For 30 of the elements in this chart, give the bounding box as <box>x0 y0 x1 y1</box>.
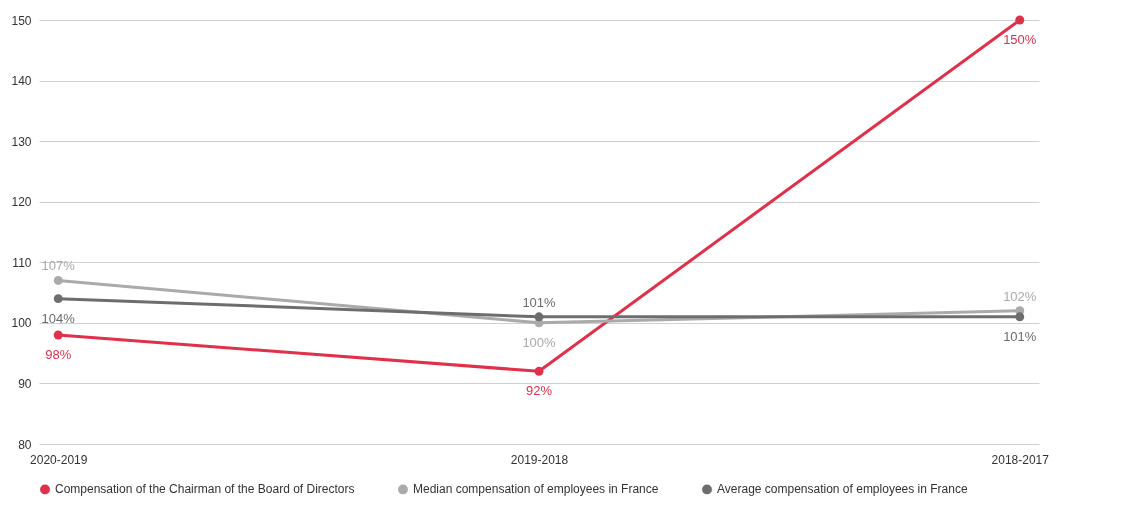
data-label: 92% <box>525 383 553 399</box>
point <box>53 330 63 340</box>
point <box>53 294 63 304</box>
y-tick-label: 150 <box>11 13 32 28</box>
legend-label: Average compensation of employees in France <box>717 482 968 497</box>
data-label: 107% <box>41 258 76 274</box>
x-tick-label: 2018-2017 <box>991 452 1050 467</box>
x-tick-label: 2020-2019 <box>30 452 88 467</box>
y-tick-label: 100 <box>11 316 32 331</box>
y-tick-label: 90 <box>18 376 32 391</box>
data-label: 104% <box>41 310 76 326</box>
point <box>1015 312 1025 322</box>
legend-label: Compensation of the Chairman of the Board of Directors <box>55 482 355 497</box>
y-tick-label: 120 <box>11 195 32 210</box>
point <box>534 366 544 376</box>
point <box>534 312 544 322</box>
y-tick-label: 130 <box>11 134 32 149</box>
y-tick-label: 80 <box>18 437 32 452</box>
data-label: 100% <box>522 334 557 350</box>
point <box>53 275 63 285</box>
data-label: 98% <box>45 346 72 362</box>
legend-label: Median compensation of employees in France <box>413 482 659 497</box>
data-label: 150% <box>1003 32 1037 47</box>
y-tick-label: 110 <box>12 255 32 270</box>
data-label: 101% <box>522 294 557 310</box>
y-tick-label: 140 <box>11 74 32 89</box>
data-label: 101% <box>1003 328 1037 344</box>
data-label: 102% <box>1003 288 1037 304</box>
point <box>1015 15 1025 25</box>
x-tick-label: 2019-2018 <box>510 452 569 467</box>
